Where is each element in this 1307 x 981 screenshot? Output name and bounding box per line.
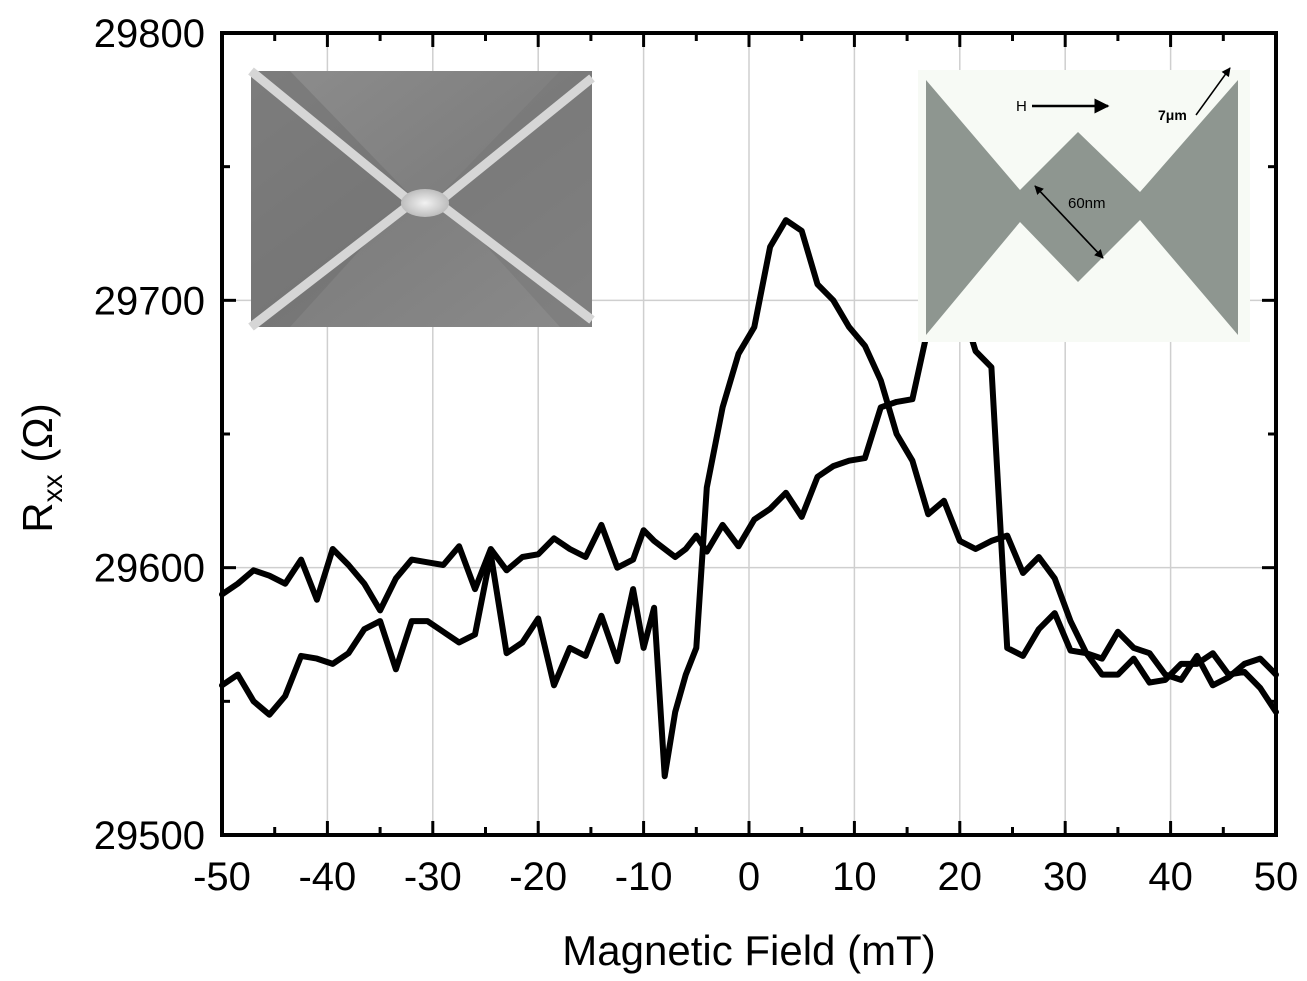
x-tick-label: 30	[1043, 855, 1088, 899]
x-tick-label: 10	[832, 855, 877, 899]
x-tick-label: -30	[404, 855, 462, 899]
data-series	[219, 217, 1279, 780]
y-tick-label: 29700	[94, 279, 205, 323]
x-tick-label: 50	[1254, 855, 1299, 899]
x-tick-label: -10	[615, 855, 673, 899]
bowtie-shape	[926, 80, 1238, 335]
x-tick-label: -50	[193, 855, 251, 899]
x-tick-label: 0	[738, 855, 760, 899]
schematic-inset: H 60nm 7μm	[918, 67, 1250, 342]
size-label: 7μm	[1158, 107, 1187, 123]
axis-ticks	[220, 31, 1278, 837]
x-tick-label: -40	[298, 855, 356, 899]
x-axis-title: Magnetic Field (mT)	[562, 927, 935, 974]
y-tick-label: 29600	[94, 547, 205, 591]
tick-labels: -50 -40 -30 -20 -10 0 10 20 30 40 50 29500 29600 2970…	[94, 12, 1298, 899]
y-axis-title-sub: xx	[37, 474, 68, 502]
x-tick-label: -20	[509, 855, 567, 899]
sem-nanodisc	[401, 189, 449, 217]
size-arrow	[1195, 67, 1231, 116]
sem-image-inset	[248, 67, 595, 331]
y-axis-title-main: R	[14, 502, 61, 532]
series-line-1	[219, 217, 1279, 780]
field-label: H	[1016, 98, 1027, 115]
width-label: 60nm	[1068, 195, 1106, 212]
x-tick-label: 20	[938, 855, 983, 899]
y-tick-label: 29800	[94, 12, 205, 56]
y-tick-label: 29500	[94, 814, 205, 858]
series-line-2	[219, 297, 1279, 715]
y-axis-title: Rxx (Ω)	[14, 403, 68, 532]
x-tick-label: 40	[1148, 855, 1193, 899]
y-axis-title-unit: (Ω)	[14, 403, 61, 474]
